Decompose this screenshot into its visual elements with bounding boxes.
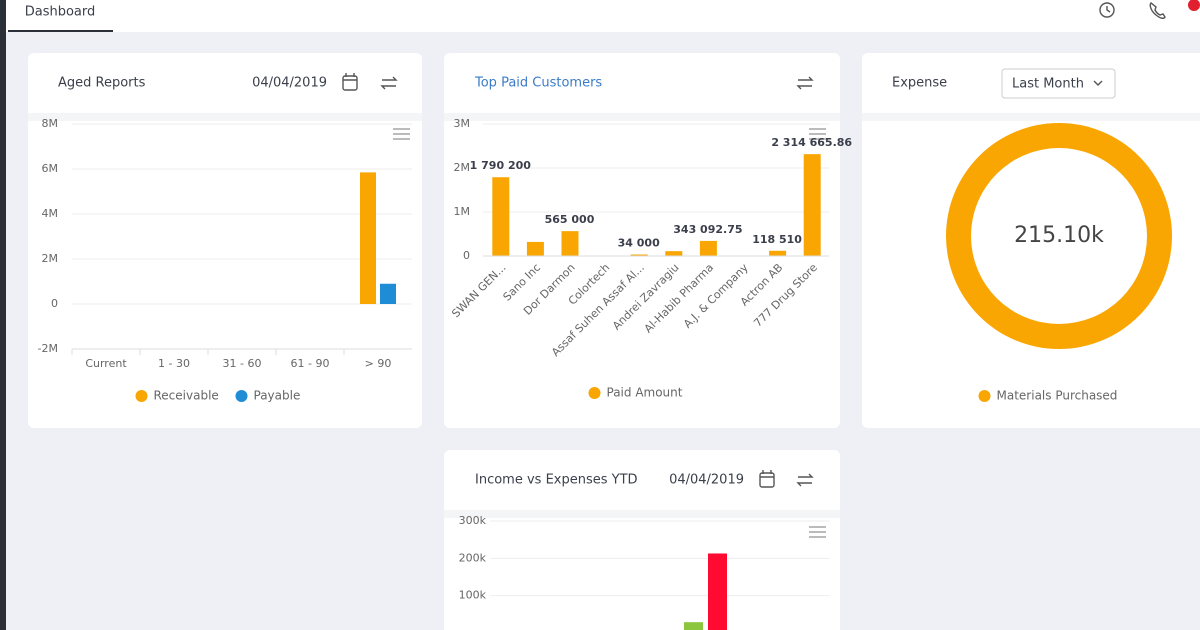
data-label: 2 314 665.86 bbox=[771, 136, 852, 149]
bar bbox=[360, 172, 376, 304]
x-tick-label: 31 - 60 bbox=[223, 357, 262, 370]
y-tick-label: 0 bbox=[463, 249, 470, 262]
dropdown-arrow[interactable] bbox=[1093, 80, 1103, 86]
y-tick-label: 0 bbox=[51, 297, 58, 310]
card-title: Expense bbox=[892, 76, 947, 91]
x-tick-label: Current bbox=[85, 357, 127, 370]
card-divider bbox=[444, 113, 840, 121]
bar bbox=[769, 250, 787, 256]
y-tick-label: 3M bbox=[454, 117, 471, 130]
x-tick-label: 61 - 90 bbox=[291, 357, 330, 370]
bar bbox=[665, 251, 683, 256]
y-tick-label: 300k bbox=[459, 514, 487, 527]
notification-badge[interactable] bbox=[1188, 0, 1200, 11]
bar bbox=[526, 241, 544, 256]
bar bbox=[684, 622, 703, 630]
legend-swatch bbox=[978, 390, 991, 402]
menu-icon[interactable] bbox=[393, 128, 410, 140]
bar bbox=[708, 553, 727, 630]
card bbox=[28, 53, 422, 428]
bar bbox=[803, 154, 821, 256]
clock-icon[interactable] bbox=[1099, 2, 1115, 18]
y-tick-label: 200k bbox=[459, 551, 487, 564]
refresh-icon[interactable] bbox=[796, 473, 814, 487]
y-tick-label: 6M bbox=[42, 162, 59, 175]
legend-swatch bbox=[588, 387, 601, 399]
bar bbox=[380, 283, 396, 304]
tab-underline bbox=[8, 30, 113, 32]
y-tick-label: 2M bbox=[42, 252, 59, 265]
bar bbox=[492, 177, 510, 256]
calendar-icon[interactable] bbox=[759, 470, 775, 488]
bar bbox=[561, 231, 579, 256]
menu-icon[interactable] bbox=[809, 128, 826, 140]
phone-icon[interactable] bbox=[1149, 2, 1166, 19]
x-tick-label: 1 - 30 bbox=[158, 357, 190, 370]
data-label: 343 092.75 bbox=[673, 223, 742, 236]
legend-label: Paid Amount bbox=[607, 386, 683, 400]
card-title: Aged Reports bbox=[58, 76, 146, 91]
card-title: Income vs Expenses YTD bbox=[475, 473, 638, 488]
y-tick-label: 2M bbox=[454, 161, 471, 174]
x-tick-label: > 90 bbox=[365, 357, 392, 370]
data-label: 34 000 bbox=[618, 237, 660, 250]
legend-swatch bbox=[135, 390, 148, 402]
bar bbox=[699, 240, 717, 256]
card bbox=[444, 450, 840, 630]
y-tick-label: 1M bbox=[454, 205, 471, 218]
data-label: 565 000 bbox=[545, 213, 595, 226]
card-divider bbox=[444, 510, 840, 518]
menu-icon[interactable] bbox=[809, 526, 826, 538]
dropdown[interactable] bbox=[1001, 68, 1116, 99]
tab[interactable]: Dashboard bbox=[25, 5, 96, 20]
card-divider bbox=[28, 113, 422, 121]
refresh-icon[interactable] bbox=[380, 76, 398, 90]
top-bar bbox=[6, 0, 1200, 32]
y-tick-label: 8M bbox=[42, 117, 59, 130]
legend-label: Payable bbox=[254, 389, 301, 403]
date[interactable]: 04/04/2019 bbox=[669, 473, 744, 488]
date[interactable]: 04/04/2019 bbox=[252, 76, 327, 91]
calendar-icon[interactable] bbox=[342, 73, 358, 91]
card-title[interactable]: Top Paid Customers bbox=[474, 76, 602, 91]
dropdown-value[interactable]: Last Month bbox=[1012, 77, 1084, 92]
legend-swatch bbox=[235, 390, 248, 402]
y-tick-label: -2M bbox=[38, 342, 58, 355]
y-tick-label: 4M bbox=[42, 207, 59, 220]
legend-label: Materials Purchased bbox=[997, 389, 1118, 403]
y-tick-label: 100k bbox=[459, 589, 487, 602]
data-label: 118 510 bbox=[752, 233, 802, 246]
card-divider bbox=[862, 113, 1200, 121]
card bbox=[444, 53, 840, 428]
refresh-icon[interactable] bbox=[796, 76, 814, 90]
bar bbox=[630, 254, 648, 256]
sidebar-edge bbox=[0, 0, 6, 630]
legend-label: Receivable bbox=[154, 389, 219, 403]
center-label: 215.10k bbox=[1014, 223, 1104, 248]
data-label: 1 790 200 bbox=[470, 159, 532, 172]
